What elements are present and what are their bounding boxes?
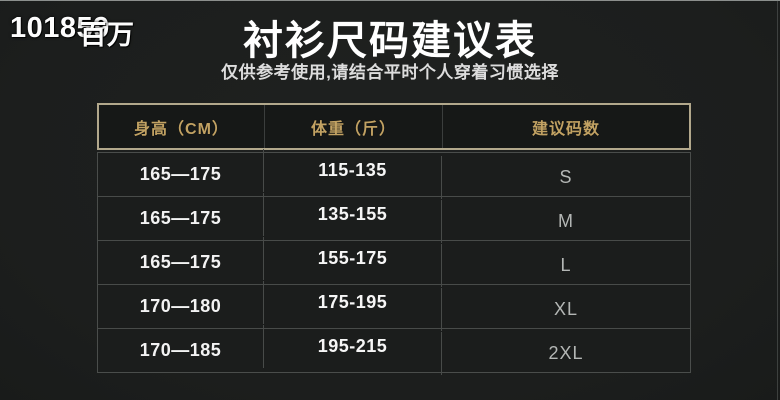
watermark-counter: 101859 百万: [10, 12, 135, 50]
column-header-size: 建议码数: [442, 105, 689, 148]
table-row: 165—175 155-175 L: [98, 237, 690, 287]
watermark-overlap: 59 百万: [76, 12, 135, 50]
cell-size: XL: [441, 288, 690, 331]
cell-weight: 115-135: [263, 149, 441, 192]
cell-weight: 175-195: [263, 281, 441, 324]
table-row: 165—175 135-155 M: [98, 193, 690, 243]
cell-weight: 135-155: [263, 193, 441, 236]
column-header-height: 身高（CM）: [134, 120, 229, 138]
size-table: 身高（CM） 体重（斤） 建议码数 165—175 115-135 S 165—…: [97, 103, 691, 375]
table-header-row: 身高（CM） 体重（斤） 建议码数: [97, 103, 691, 150]
cell-size: 2XL: [441, 332, 690, 375]
cell-height: 165—175: [139, 164, 222, 184]
table-row: 170—180 175-195 XL: [98, 281, 690, 331]
cell-size: L: [441, 244, 690, 287]
table-body: 165—175 115-135 S 165—175 135-155 M 165—…: [97, 149, 691, 375]
cell-height: 165—175: [139, 208, 222, 228]
watermark-prefix: 1018: [10, 12, 77, 44]
watermark-chars: 百万: [79, 20, 135, 50]
cell-weight: 155-175: [263, 237, 441, 280]
cell-height: 170—180: [139, 296, 222, 316]
top-edge-line: [0, 0, 780, 1]
column-header-weight: 体重（斤）: [264, 105, 442, 148]
watermark-digits: 59: [76, 12, 110, 44]
right-edge-line: [777, 0, 778, 400]
cell-weight: 195-215: [263, 325, 441, 368]
page-title: 衬衫尺码建议表: [243, 19, 537, 63]
table-row: 170—185 195-215 2XL: [98, 325, 690, 375]
cell-size: S: [441, 156, 690, 199]
page-subtitle: 仅供参考使用,请结合平时个人穿着习惯选择: [221, 63, 559, 82]
cell-height: 165—175: [139, 252, 222, 272]
table-row: 165—175 115-135 S: [98, 149, 690, 199]
cell-size: M: [441, 200, 690, 243]
cell-height: 170—185: [139, 340, 222, 360]
